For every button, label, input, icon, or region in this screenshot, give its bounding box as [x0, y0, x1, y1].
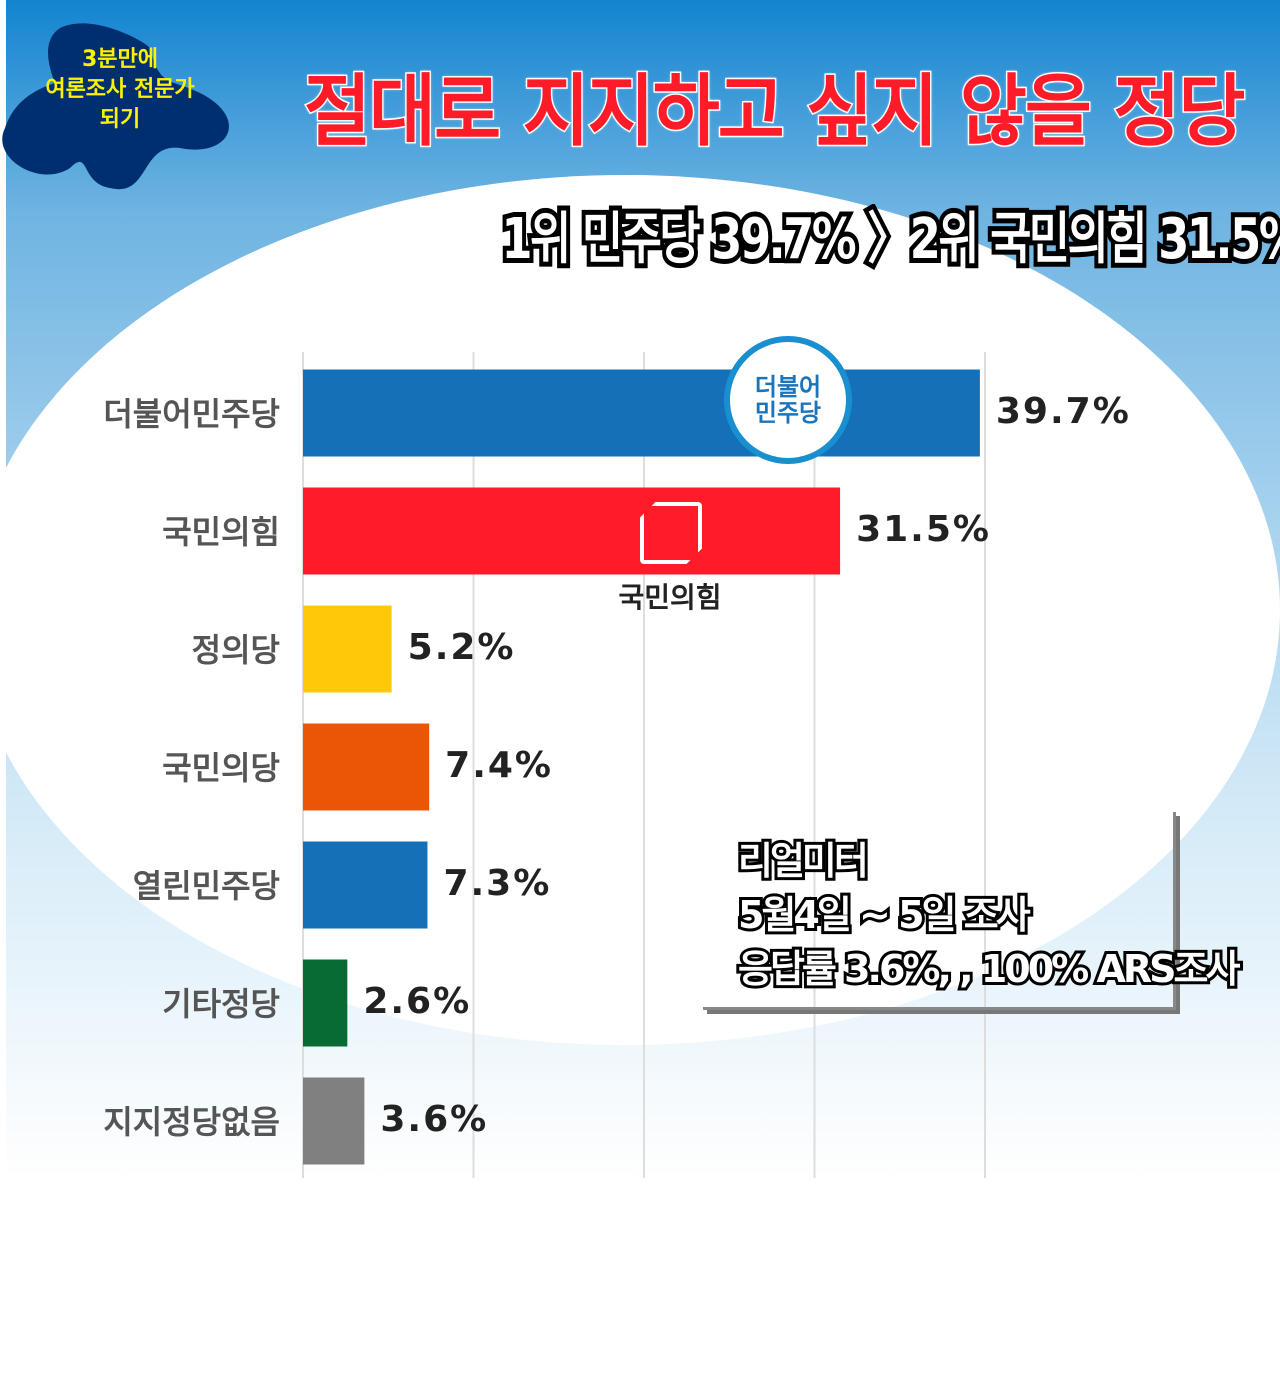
bar: [303, 369, 980, 457]
data-label: 5.2%: [408, 627, 516, 668]
badge-line: 3분만에: [81, 47, 159, 72]
data-label: 7.3%: [443, 863, 551, 904]
page-title: 절대로 지지하고 싶지 않을 정당: [303, 66, 1247, 159]
category-label: 국민의힘: [162, 513, 280, 551]
ppp-logo-icon: [640, 502, 702, 564]
democratic-logo-text: 더불어 민주당: [754, 373, 822, 427]
data-label: 7.4%: [445, 745, 553, 786]
category-label: 기타정당: [162, 985, 280, 1023]
subtitle-box: 1위 민주당 39.7% 〉2위 국민의힘 31.5%: [400, 200, 1280, 280]
data-label: 39.7%: [996, 391, 1131, 432]
bar: [303, 1077, 365, 1165]
subtitle: 1위 민주당 39.7% 〉2위 국민의힘 31.5%: [497, 202, 1280, 277]
category-label: 지지정당없음: [103, 1103, 280, 1141]
bar: [303, 959, 348, 1047]
data-label: 3.6%: [380, 1099, 488, 1140]
bar: [303, 841, 428, 929]
badge-line: 여론조사 전문가: [45, 77, 195, 102]
badge-blob: [2, 23, 229, 190]
democratic-party-logo: 더불어 민주당: [724, 336, 852, 464]
background-ellipse: [0, 175, 1280, 1045]
badge-line: 되기: [99, 107, 141, 132]
bar: [303, 723, 430, 811]
category-label: 국민의당: [162, 749, 280, 787]
note-line: 5월4일 ~ 5일 조사: [735, 890, 1034, 940]
data-label: 31.5%: [856, 509, 991, 550]
category-label: 정의당: [192, 631, 280, 669]
data-label: 2.6%: [363, 981, 471, 1022]
category-label: 열린민주당: [133, 867, 280, 905]
note-line: 리얼미터: [735, 836, 872, 886]
bar: [303, 605, 392, 693]
ppp-logo-text: 국민의힘: [618, 581, 722, 614]
survey-note: 리얼미터 5월4일 ~ 5일 조사 응답률 3.6%, , 100% ARS조사: [703, 812, 1243, 1010]
page-title-box: 절대로 지지하고 싶지 않을 정당: [270, 62, 1247, 162]
bar: [303, 487, 841, 575]
category-label: 더불어민주당: [103, 395, 280, 433]
note-line: 응답률 3.6%, , 100% ARS조사: [735, 944, 1243, 994]
badge-text: 3분만에 여론조사 전문가 되기: [25, 45, 215, 135]
